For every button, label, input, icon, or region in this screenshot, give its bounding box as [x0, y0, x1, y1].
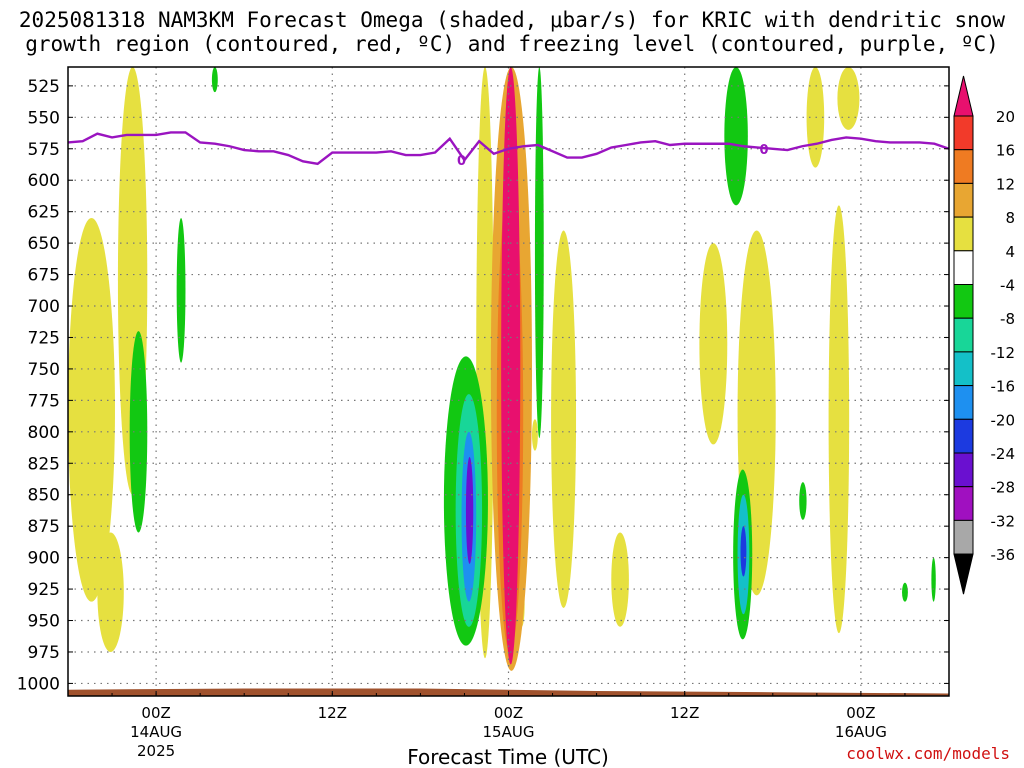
- x-tick-year: 2025: [137, 742, 175, 760]
- pressure-axis: 525 550 575 600 625 650 675 700 725 750 775 800 825 8…: [17, 77, 949, 694]
- colorbar-label: 4: [1005, 243, 1015, 261]
- colorbar-swatch: [953, 351, 974, 387]
- freezing-level-contour: 00: [68, 131, 949, 169]
- colorbar-swatch: [953, 216, 974, 252]
- omega-region-2: [699, 243, 728, 445]
- y-tick-label: 925: [28, 580, 60, 600]
- dotted-grid: [68, 67, 949, 696]
- omega-region-9: [176, 217, 186, 363]
- x-tick-label: 00Z: [846, 704, 875, 722]
- colorbar-swatch: [953, 317, 974, 353]
- colorbar-bottom-triangle: [953, 553, 974, 595]
- y-tick-label: 975: [28, 643, 60, 663]
- freezing-level-label: 0: [457, 154, 466, 169]
- y-tick-label: 650: [28, 234, 60, 254]
- colorbar-swatch: [953, 149, 974, 184]
- omega-region-17: [837, 67, 860, 130]
- omega-region-18: [828, 205, 850, 634]
- omega-region-10: [211, 67, 218, 93]
- y-tick-label: 625: [28, 203, 60, 223]
- colorbar-label: -4: [1000, 277, 1015, 295]
- x-tick-label: 12Z: [318, 704, 347, 722]
- omega-region-13: [531, 419, 538, 451]
- x-tick-label: 00Z: [494, 704, 523, 722]
- y-tick-label: 575: [28, 140, 60, 160]
- colorbar-swatch: [953, 519, 974, 555]
- y-tick-label: 800: [28, 423, 60, 443]
- omega-region-28: [501, 67, 521, 665]
- x-tick-label: 12Z: [670, 704, 699, 722]
- chart-title-line-2: growth region (contoured, red, ºC) and f…: [25, 32, 999, 56]
- omega-region-5: [68, 217, 115, 602]
- colorbar-label: 20: [996, 108, 1015, 126]
- colorbar-label: -16: [991, 378, 1016, 396]
- colorbar-label: -24: [991, 445, 1016, 463]
- omega-region-8: [129, 331, 148, 533]
- chart-title-line-1: 2025081318 NAM3KM Forecast Omega (shaded…: [18, 8, 1006, 32]
- colorbar: 20 16 12 8 4 -4 -8 -12 -16 -20 -24 -28 -32 -36: [953, 75, 1016, 595]
- freezing-level-label: 0: [759, 143, 768, 158]
- colorbar-label: -20: [991, 411, 1016, 429]
- omega-shading: [68, 67, 936, 671]
- colorbar-swatch: [953, 182, 974, 218]
- colorbar-label: -12: [991, 344, 1016, 362]
- colorbar-top-triangle: [953, 75, 974, 117]
- colorbar-label: -32: [991, 512, 1016, 530]
- y-tick-label: 850: [28, 486, 60, 506]
- colorbar-swatch: [953, 385, 974, 420]
- y-tick-label: 725: [28, 328, 60, 348]
- y-tick-label: 675: [28, 266, 60, 286]
- omega-region-11: [534, 67, 544, 439]
- omega-region-20: [902, 582, 908, 602]
- colorbar-swatch: [953, 250, 974, 286]
- colorbar-label: -36: [991, 546, 1016, 564]
- y-tick-label: 825: [28, 454, 60, 474]
- colorbar-label: 12: [996, 175, 1015, 193]
- freezing-level-line: [68, 131, 949, 166]
- colorbar-swatch: [953, 284, 974, 319]
- colorbar-swatch: [953, 115, 974, 151]
- omega-region-4: [724, 67, 748, 206]
- x-tick-date: 15AUG: [483, 723, 535, 741]
- x-tick-date: 14AUG: [130, 723, 182, 741]
- colorbar-label: 8: [1005, 209, 1015, 227]
- y-tick-label: 750: [28, 360, 60, 380]
- colorbar-swatch: [953, 486, 974, 521]
- omega-region-30: [465, 456, 474, 564]
- y-tick-label: 700: [28, 297, 60, 317]
- colorbar-label: -28: [991, 479, 1016, 497]
- y-tick-label: 950: [28, 612, 60, 632]
- x-tick-date: 16AUG: [835, 723, 887, 741]
- y-tick-label: 775: [28, 391, 60, 411]
- y-tick-label: 600: [28, 171, 60, 191]
- x-axis-title: Forecast Time (UTC): [407, 745, 609, 768]
- colorbar-swatch: [953, 452, 974, 488]
- site-credit: coolwx.com/models: [846, 744, 1010, 763]
- omega-region-12: [551, 230, 577, 608]
- y-tick-label: 525: [28, 77, 60, 97]
- colorbar-label: -8: [1000, 310, 1015, 328]
- y-tick-label: 1000: [17, 674, 60, 694]
- omega-region-6: [97, 532, 124, 652]
- omega-region-29: [740, 526, 747, 577]
- omega-region-19: [799, 482, 807, 520]
- x-tick-label: 00Z: [141, 704, 170, 722]
- colorbar-label: 16: [996, 142, 1015, 160]
- omega-region-21: [931, 557, 936, 602]
- y-tick-label: 550: [28, 108, 60, 128]
- y-tick-label: 875: [28, 517, 60, 537]
- omega-region-15: [611, 532, 629, 627]
- colorbar-swatch: [953, 418, 974, 454]
- y-tick-label: 900: [28, 549, 60, 569]
